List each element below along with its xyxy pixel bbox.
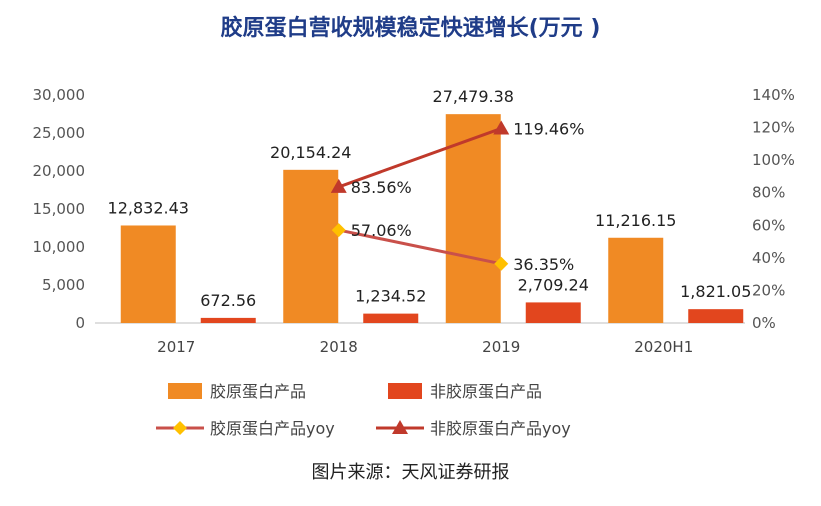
- yoy-lines: [330, 120, 510, 271]
- non-collagen-yoy-marker: [330, 178, 347, 193]
- collagen-bar: [445, 114, 501, 324]
- collagen-bar: [283, 169, 339, 323]
- y-right-tick-label: 100%: [752, 151, 795, 169]
- non-collagen-bar-label: 672.56: [200, 291, 256, 310]
- y-right-tick-label: 80%: [752, 184, 785, 202]
- non-collagen-bar-label: 1,234.52: [355, 287, 426, 306]
- y-right-tick-label: 60%: [752, 216, 785, 234]
- non-collagen-bar: [688, 309, 744, 323]
- y-left-tick-label: 15,000: [33, 200, 86, 218]
- y-right-tick-label: 20%: [752, 281, 785, 299]
- y-left-tick-label: 25,000: [33, 124, 86, 142]
- non-collagen-yoy-label: 119.46%: [513, 119, 584, 138]
- collagen-bar: [120, 225, 176, 323]
- y-right-tick-label: 0%: [752, 314, 776, 332]
- x-tick-label: 2017: [157, 338, 195, 356]
- collagen-bar-label: 11,216.15: [595, 211, 676, 230]
- x-tick-label: 2019: [482, 338, 520, 356]
- non-collagen-bar: [525, 302, 581, 323]
- legend-label: 胶原蛋白产品: [210, 382, 306, 401]
- y-left-tick-label: 20,000: [33, 162, 86, 180]
- collagen-yoy-marker: [331, 223, 346, 238]
- legend-label: 胶原蛋白产品yoy: [210, 419, 335, 438]
- collagen-bar-label: 12,832.43: [108, 198, 189, 217]
- chart-title: 胶原蛋白营收规模稳定快速增长(万元 ): [220, 16, 601, 41]
- y-left-tick-label: 10,000: [33, 238, 86, 256]
- legend-swatch: [168, 383, 202, 399]
- collagen-bar: [608, 237, 664, 323]
- non-collagen-bar-label: 2,709.24: [518, 275, 589, 294]
- y-right-tick-label: 140%: [752, 86, 795, 104]
- legend-label: 非胶原蛋白产品: [430, 382, 542, 401]
- legend-swatch: [388, 383, 422, 399]
- data-labels: 12,832.43 20,154.24 27,479.38 11,216.15 672.…: [108, 87, 752, 310]
- x-tick-label: 2020H1: [634, 338, 693, 356]
- collagen-yoy-label: 36.35%: [513, 255, 574, 274]
- legend-marker: [173, 421, 187, 435]
- x-tick-label: 2018: [320, 338, 358, 356]
- axes: 0 5,000 10,000 15,000 20,000 25,000 30,000 0% 20…: [33, 86, 795, 356]
- non-collagen-yoy-label: 83.56%: [351, 178, 412, 197]
- legend-label: 非胶原蛋白产品yoy: [430, 419, 571, 438]
- legend-marker: [392, 420, 408, 434]
- collagen-yoy-marker: [494, 256, 509, 271]
- non-collagen-yoy-marker: [493, 120, 510, 135]
- non-collagen-bar: [363, 313, 419, 323]
- collagen-bar-label: 20,154.24: [270, 143, 351, 162]
- y-right-tick-label: 40%: [752, 249, 785, 267]
- source-note: 图片来源：天风证券研报: [311, 462, 510, 483]
- collagen-yoy-line: [338, 228, 502, 266]
- non-collagen-yoy-line: [338, 127, 502, 189]
- y-right-tick-label: 120%: [752, 119, 795, 137]
- non-collagen-bar: [200, 317, 256, 323]
- bars: [120, 114, 744, 324]
- collagen-bar-label: 27,479.38: [433, 87, 514, 106]
- y-left-tick-label: 5,000: [42, 276, 85, 294]
- y-left-tick-label: 0: [75, 314, 85, 332]
- collagen-yoy-label: 57.06%: [351, 221, 412, 240]
- y-left-tick-label: 30,000: [33, 86, 86, 104]
- non-collagen-bar-label: 1,821.05: [680, 282, 751, 301]
